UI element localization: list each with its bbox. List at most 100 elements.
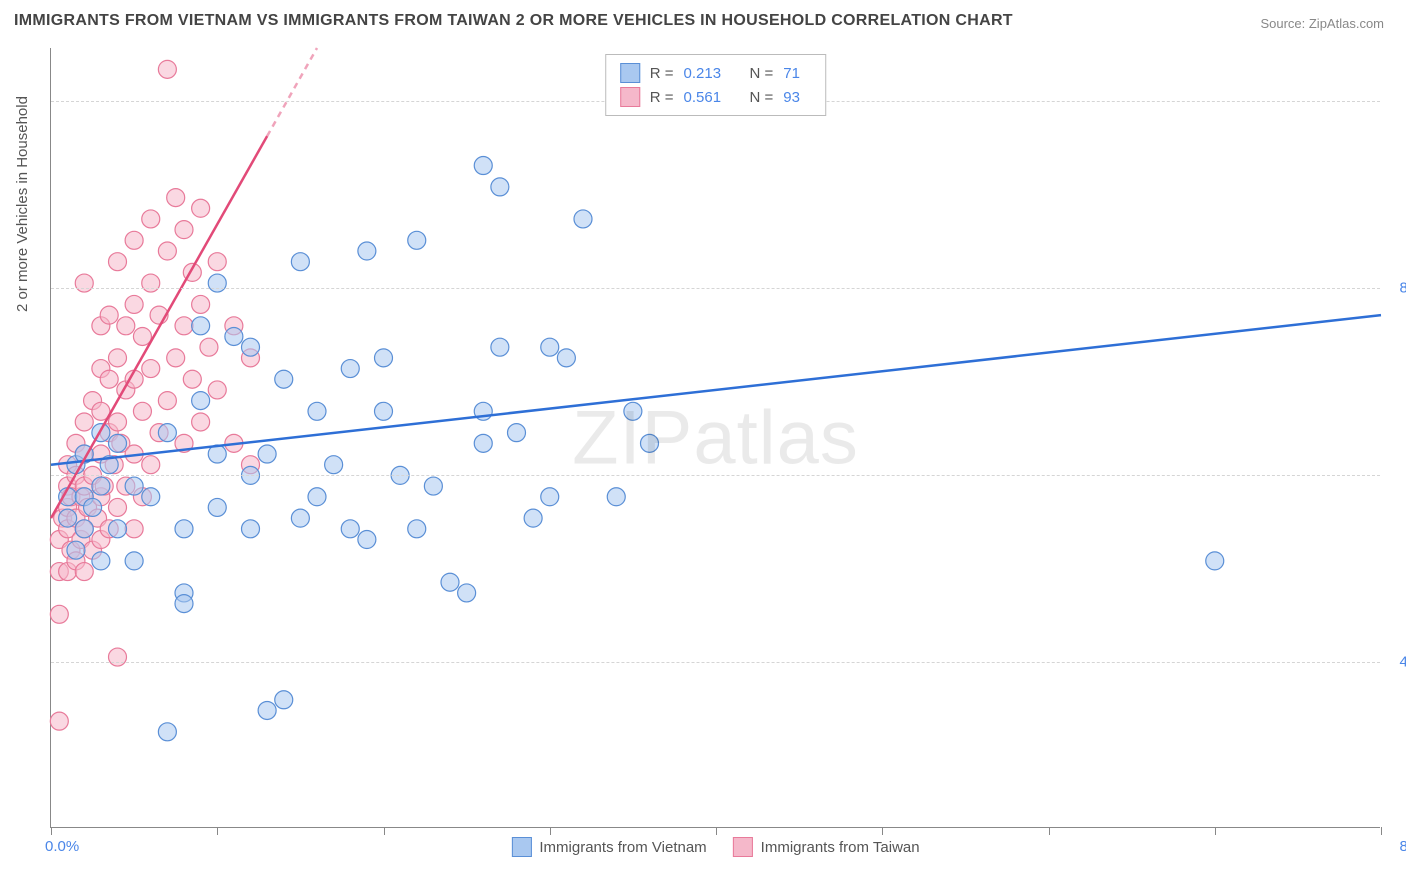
scatter-point <box>100 306 118 324</box>
trend-line <box>51 315 1381 465</box>
scatter-point <box>258 445 276 463</box>
scatter-point <box>183 370 201 388</box>
scatter-point <box>607 488 625 506</box>
scatter-point <box>175 595 193 613</box>
scatter-point <box>175 221 193 239</box>
scatter-point <box>491 178 509 196</box>
scatter-point <box>308 402 326 420</box>
gridline-horizontal <box>51 475 1380 476</box>
scatter-point <box>175 317 193 335</box>
x-tick <box>384 827 385 835</box>
x-tick <box>550 827 551 835</box>
series-legend: Immigrants from Vietnam Immigrants from … <box>511 837 919 857</box>
scatter-point <box>192 295 210 313</box>
scatter-point <box>275 370 293 388</box>
scatter-point <box>291 253 309 271</box>
scatter-point <box>192 317 210 335</box>
scatter-point <box>133 402 151 420</box>
scatter-point <box>242 338 260 356</box>
x-tick <box>1049 827 1050 835</box>
scatter-point <box>375 402 393 420</box>
scatter-point <box>142 488 160 506</box>
scatter-point <box>341 520 359 538</box>
r-label: R = <box>650 89 674 106</box>
correlation-legend: R = 0.213 N = 71 R = 0.561 N = 93 <box>605 54 827 116</box>
scatter-point <box>175 520 193 538</box>
scatter-point <box>200 338 218 356</box>
x-tick <box>217 827 218 835</box>
r-value-vietnam: 0.213 <box>684 65 734 82</box>
scatter-point <box>341 360 359 378</box>
scatter-point <box>325 456 343 474</box>
scatter-point <box>375 349 393 367</box>
scatter-point <box>358 531 376 549</box>
scatter-point <box>291 509 309 527</box>
scatter-point <box>109 253 127 271</box>
scatter-point <box>541 338 559 356</box>
chart-title: IMMIGRANTS FROM VIETNAM VS IMMIGRANTS FR… <box>14 12 1013 30</box>
n-value-taiwan: 93 <box>783 89 811 106</box>
scatter-point <box>524 509 542 527</box>
scatter-point <box>541 488 559 506</box>
scatter-point <box>275 691 293 709</box>
scatter-point <box>441 573 459 591</box>
x-tick <box>51 827 52 835</box>
legend-label-vietnam: Immigrants from Vietnam <box>539 839 706 856</box>
x-tick-label: 0.0% <box>45 838 79 855</box>
n-label: N = <box>750 89 774 106</box>
source-attribution: Source: ZipAtlas.com <box>1260 16 1384 31</box>
scatter-point <box>142 456 160 474</box>
scatter-point <box>109 434 127 452</box>
scatter-point <box>557 349 575 367</box>
x-tick <box>1381 827 1382 835</box>
trend-line-dashed <box>267 48 317 136</box>
scatter-point <box>474 434 492 452</box>
scatter-point <box>109 498 127 516</box>
scatter-point <box>167 349 185 367</box>
scatter-point <box>92 477 110 495</box>
scatter-point <box>67 541 85 559</box>
scatter-point <box>92 552 110 570</box>
scatter-point <box>408 520 426 538</box>
scatter-point <box>192 199 210 217</box>
scatter-point <box>458 584 476 602</box>
scatter-point <box>192 413 210 431</box>
scatter-point <box>491 338 509 356</box>
scatter-point <box>408 231 426 249</box>
n-value-vietnam: 71 <box>783 65 811 82</box>
legend-item-taiwan: Immigrants from Taiwan <box>733 837 920 857</box>
scatter-point <box>142 360 160 378</box>
scatter-svg <box>51 48 1380 827</box>
legend-item-vietnam: Immigrants from Vietnam <box>511 837 706 857</box>
scatter-point <box>225 327 243 345</box>
y-tick-label: 82.5% <box>1399 280 1406 297</box>
scatter-point <box>508 424 526 442</box>
x-tick <box>882 827 883 835</box>
scatter-point <box>158 723 176 741</box>
scatter-point <box>641 434 659 452</box>
scatter-point <box>142 210 160 228</box>
legend-row-vietnam: R = 0.213 N = 71 <box>620 61 812 85</box>
scatter-point <box>75 520 93 538</box>
scatter-point <box>242 520 260 538</box>
scatter-point <box>109 349 127 367</box>
scatter-point <box>192 392 210 410</box>
scatter-point <box>158 60 176 78</box>
scatter-point <box>117 317 135 335</box>
n-label: N = <box>750 65 774 82</box>
legend-swatch-taiwan-icon <box>733 837 753 857</box>
scatter-point <box>167 189 185 207</box>
legend-swatch-vietnam-icon <box>511 837 531 857</box>
x-tick <box>716 827 717 835</box>
scatter-point <box>100 370 118 388</box>
scatter-point <box>208 498 226 516</box>
scatter-point <box>125 477 143 495</box>
scatter-point <box>109 520 127 538</box>
scatter-point <box>158 242 176 260</box>
scatter-point <box>125 295 143 313</box>
x-tick <box>1215 827 1216 835</box>
scatter-point <box>84 498 102 516</box>
scatter-point <box>624 402 642 420</box>
scatter-point <box>50 605 68 623</box>
scatter-point <box>109 413 127 431</box>
